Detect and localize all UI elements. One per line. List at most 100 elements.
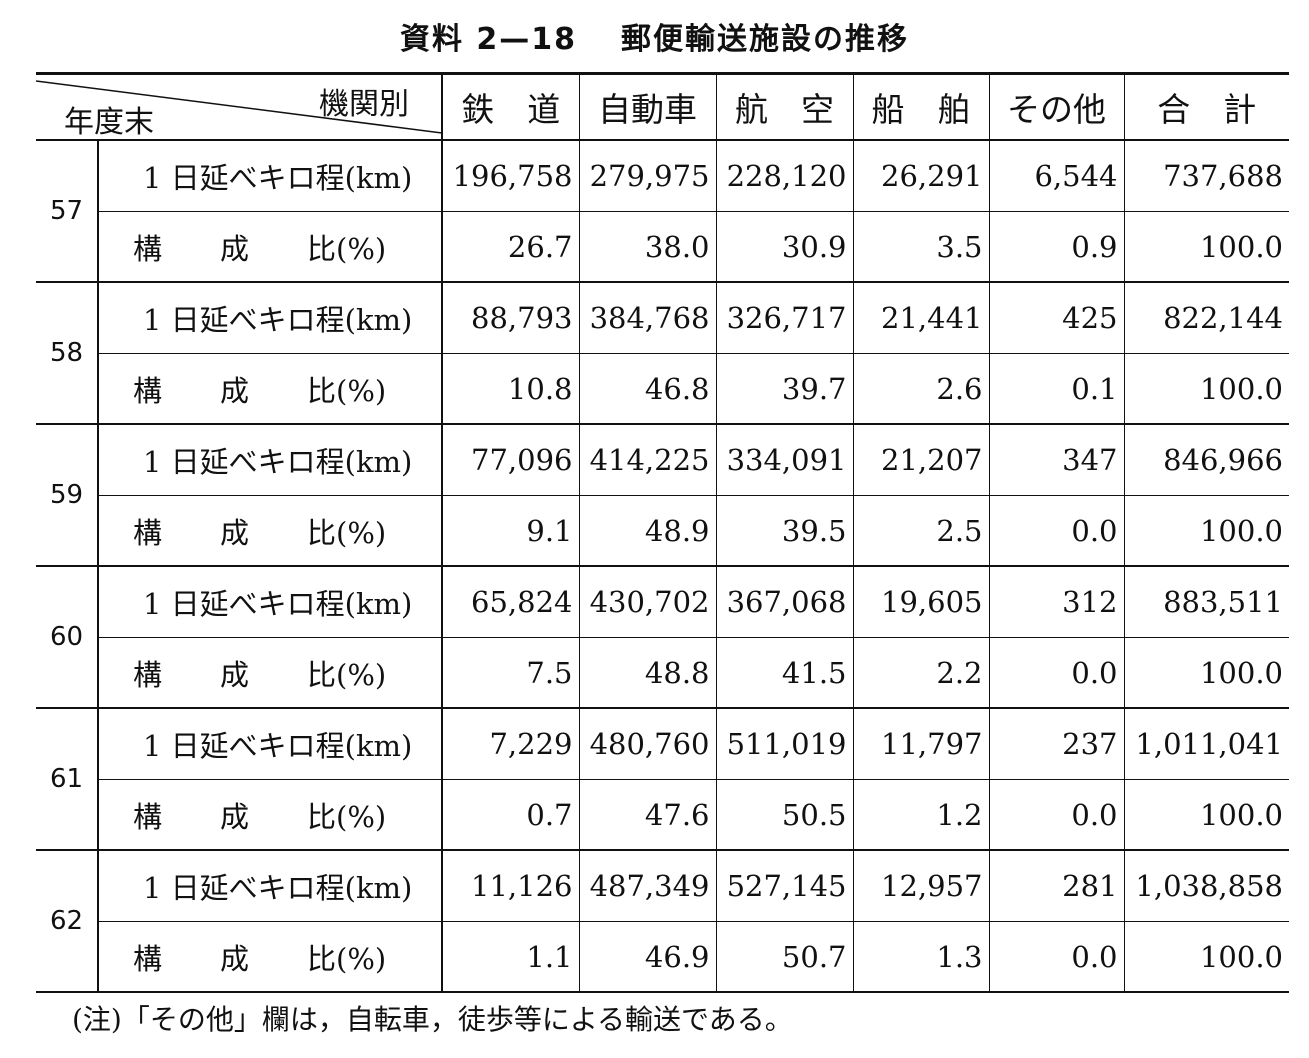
table-row: 構 成 比(%) 1.1 46.9 50.7 1.3 0.0 100.0 [36, 921, 1289, 993]
km-cell-other: 237 [988, 708, 1124, 780]
km-cell-rail: 65,824 [442, 566, 579, 638]
pct-cell-other: 0.0 [988, 779, 1124, 851]
footnote: (注)「その他」欄は，自転車，徒歩等による輸送である。 [72, 1003, 793, 1036]
pct-cell-other: 0.0 [988, 921, 1124, 993]
km-cell-auto: 279,975 [578, 140, 716, 212]
km-cell-auto: 430,702 [578, 566, 716, 638]
year-cell: 59 [36, 424, 98, 567]
row-label-pct: 構 成 比(%) [97, 211, 443, 283]
km-cell-ship: 26,291 [852, 140, 989, 212]
row-label-km: 1 日延べキロ程(km) [97, 850, 443, 922]
table-row: 構 成 比(%) 10.8 46.8 39.7 2.6 0.1 100.0 [36, 353, 1289, 425]
pct-cell-other: 0.0 [988, 637, 1124, 709]
year-cell: 57 [36, 140, 98, 283]
km-cell-auto: 384,768 [578, 282, 716, 354]
km-cell-ship: 11,797 [852, 708, 989, 780]
pct-cell-ship: 2.2 [852, 637, 989, 709]
col-header-other: その他 [988, 72, 1124, 141]
km-cell-total: 1,011,041 [1123, 708, 1289, 780]
postal-transport-table: 機関別 年度末 鉄 道 自動車 航 空 船 舶 その他 合 計 57 1 日延べキ… [36, 72, 1289, 993]
title-label: 資料 2—18 [399, 22, 578, 57]
pct-cell-total: 100.0 [1123, 495, 1289, 567]
pct-cell-rail: 7.5 [442, 637, 579, 709]
pct-cell-rail: 9.1 [442, 495, 579, 567]
km-cell-air: 527,145 [715, 850, 853, 922]
km-cell-total: 846,966 [1123, 424, 1289, 496]
pct-cell-rail: 0.7 [442, 779, 579, 851]
km-cell-air: 228,120 [715, 140, 853, 212]
col-header-ship: 船 舶 [852, 72, 989, 141]
km-cell-rail: 77,096 [442, 424, 579, 496]
pct-cell-total: 100.0 [1123, 779, 1289, 851]
pct-cell-total: 100.0 [1123, 921, 1289, 993]
row-label-km: 1 日延べキロ程(km) [97, 282, 443, 354]
km-cell-ship: 21,441 [852, 282, 989, 354]
km-cell-air: 511,019 [715, 708, 853, 780]
col-header-total: 合 計 [1123, 72, 1289, 141]
row-label-pct: 構 成 比(%) [97, 353, 443, 425]
table-body: 57 1 日延べキロ程(km) 196,758 279,975 228,120 26,29… [36, 140, 1289, 993]
year-cell: 60 [36, 566, 98, 709]
km-cell-air: 334,091 [715, 424, 853, 496]
year-cell: 61 [36, 708, 98, 851]
header-row: 機関別 年度末 鉄 道 自動車 航 空 船 舶 その他 合 計 [36, 72, 1289, 141]
table-row: 62 1 日延べキロ程(km) 11,126 487,349 527,145 12,957… [36, 850, 1289, 993]
km-cell-total: 883,511 [1123, 566, 1289, 638]
table-row: 構 成 比(%) 7.5 48.8 41.5 2.2 0.0 100.0 [36, 637, 1289, 709]
km-cell-air: 367,068 [715, 566, 853, 638]
km-cell-rail: 11,126 [442, 850, 579, 922]
km-cell-other: 312 [988, 566, 1124, 638]
pct-cell-rail: 10.8 [442, 353, 579, 425]
km-cell-other: 425 [988, 282, 1124, 354]
pct-cell-other: 0.0 [988, 495, 1124, 567]
pct-cell-auto: 38.0 [578, 211, 716, 283]
pct-cell-other: 0.9 [988, 211, 1124, 283]
pct-cell-air: 41.5 [715, 637, 853, 709]
pct-cell-air: 39.7 [715, 353, 853, 425]
row-label-pct: 構 成 比(%) [97, 637, 443, 709]
km-cell-total: 822,144 [1123, 282, 1289, 354]
table-row: 58 1 日延べキロ程(km) 88,793 384,768 326,717 21,441… [36, 282, 1289, 425]
pct-cell-auto: 48.8 [578, 637, 716, 709]
km-cell-other: 281 [988, 850, 1124, 922]
pct-cell-ship: 1.3 [852, 921, 989, 993]
corner-diagonal [36, 80, 442, 134]
pct-cell-rail: 26.7 [442, 211, 579, 283]
table-row: 構 成 比(%) 9.1 48.9 39.5 2.5 0.0 100.0 [36, 495, 1289, 567]
km-cell-ship: 21,207 [852, 424, 989, 496]
col-header-air: 航 空 [715, 72, 853, 141]
pct-cell-air: 39.5 [715, 495, 853, 567]
title-text: 郵便輸送施設の推移 [621, 22, 910, 57]
pct-cell-other: 0.1 [988, 353, 1124, 425]
km-cell-auto: 487,349 [578, 850, 716, 922]
pct-cell-ship: 2.6 [852, 353, 989, 425]
row-label-km: 1 日延べキロ程(km) [97, 140, 443, 212]
table-row: 60 1 日延べキロ程(km) 65,824 430,702 367,068 19,605… [36, 566, 1289, 709]
pct-cell-ship: 3.5 [852, 211, 989, 283]
pct-cell-total: 100.0 [1123, 211, 1289, 283]
corner-top-label: 機関別 [319, 87, 409, 122]
pct-cell-air: 50.5 [715, 779, 853, 851]
row-label-km: 1 日延べキロ程(km) [97, 566, 443, 638]
table-row: 構 成 比(%) 26.7 38.0 30.9 3.5 0.9 100.0 [36, 211, 1289, 283]
km-cell-rail: 7,229 [442, 708, 579, 780]
km-cell-ship: 12,957 [852, 850, 989, 922]
pct-cell-total: 100.0 [1123, 637, 1289, 709]
table-row: 構 成 比(%) 0.7 47.6 50.5 1.2 0.0 100.0 [36, 779, 1289, 851]
year-cell: 58 [36, 282, 98, 425]
pct-cell-auto: 46.9 [578, 921, 716, 993]
km-cell-total: 1,038,858 [1123, 850, 1289, 922]
row-label-km: 1 日延べキロ程(km) [97, 708, 443, 780]
km-cell-ship: 19,605 [852, 566, 989, 638]
col-header-rail: 鉄 道 [442, 72, 579, 141]
corner-bottom-label: 年度末 [64, 105, 154, 140]
pct-cell-auto: 48.9 [578, 495, 716, 567]
corner-header: 機関別 年度末 [36, 72, 443, 141]
row-label-pct: 構 成 比(%) [97, 921, 443, 993]
km-cell-total: 737,688 [1123, 140, 1289, 212]
table-row: 59 1 日延べキロ程(km) 77,096 414,225 334,091 21,207… [36, 424, 1289, 567]
page-title: 資料 2—18 郵便輸送施設の推移 [0, 14, 1309, 58]
row-label-km: 1 日延べキロ程(km) [97, 424, 443, 496]
col-header-auto: 自動車 [578, 72, 716, 141]
pct-cell-auto: 47.6 [578, 779, 716, 851]
